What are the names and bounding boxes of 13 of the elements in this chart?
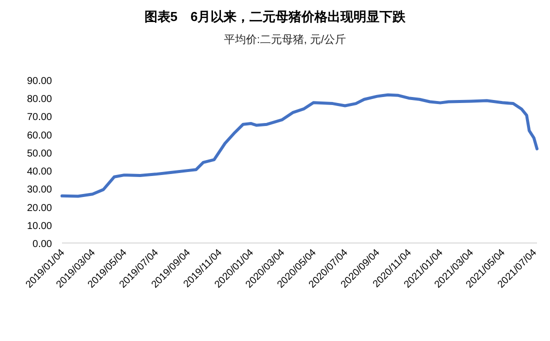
y-tick-label: 80.00: [26, 94, 52, 106]
chart-title: 图表5 6月以来，二元母猪价格出现明显下跌: [144, 9, 407, 24]
chart-subtitle: 平均价:二元母猪, 元/公斤: [224, 33, 346, 46]
y-tick-label: 40.00: [26, 166, 52, 178]
line-series: [60, 93, 538, 198]
y-tick-label: 10.00: [26, 220, 52, 232]
y-tick-label: 90.00: [26, 76, 52, 87]
y-tick-label: 50.00: [26, 148, 52, 160]
y-tick-label: 0.00: [32, 239, 52, 250]
y-tick-label: 70.00: [26, 112, 52, 124]
y-tick-label: 60.00: [26, 130, 52, 142]
y-tick-label: 30.00: [26, 184, 52, 196]
y-tick-label: 20.00: [26, 202, 52, 214]
